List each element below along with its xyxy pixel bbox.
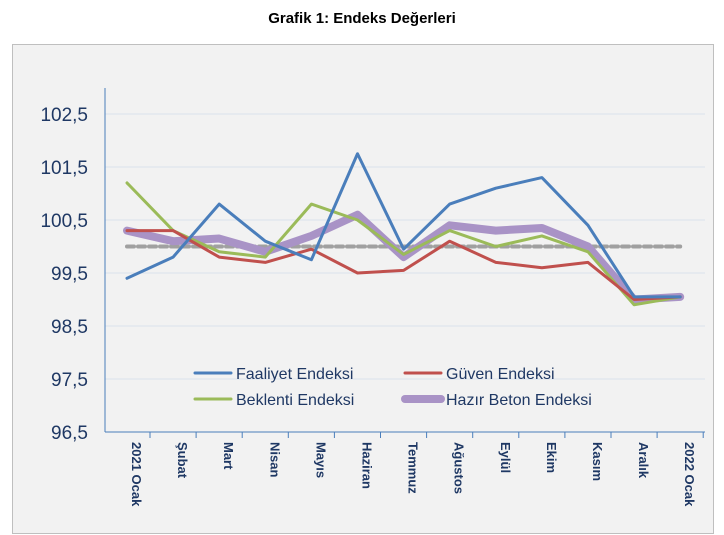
y-tick-label: 99,5 [51, 264, 88, 285]
y-tick-label: 102,5 [40, 105, 88, 126]
x-tick-label: 2022 Ocak [682, 442, 697, 507]
x-tick-label: Ağustos [452, 442, 467, 494]
legend-label: Beklenti Endeksi [236, 392, 354, 409]
x-tick-label: Ekim [544, 442, 559, 473]
series-line-2 [125, 181, 682, 307]
legend-label: Faaliyet Endeksi [236, 366, 353, 383]
x-tick-label: Mart [221, 442, 236, 470]
y-tick-label: 101,5 [40, 158, 88, 179]
series-line-1 [125, 229, 682, 301]
legend-label: Hazır Beton Endeksi [446, 392, 592, 409]
x-tick-label: Şubat [175, 442, 190, 479]
x-tick-label: Nisan [267, 442, 282, 477]
chart-area [12, 44, 714, 534]
x-tick-label: Haziran [360, 442, 375, 489]
x-tick-label: Kasım [590, 442, 605, 481]
y-tick-label: 96,5 [51, 423, 88, 444]
legend-label: Güven Endeksi [446, 366, 555, 383]
chart-title: Grafik 1: Endeks Değerleri [268, 10, 456, 27]
x-tick-label: Aralık [636, 442, 651, 479]
x-tick-label: 2021 Ocak [129, 442, 144, 507]
y-tick-label: 98,5 [51, 317, 88, 338]
y-tick-label: 100,5 [40, 211, 88, 232]
x-tick-label: Eylül [498, 442, 513, 473]
y-tick-label: 97,5 [51, 370, 88, 391]
series-line-3 [123, 210, 685, 304]
x-tick-label: Temmuz [406, 442, 421, 494]
x-tick-label: Mayıs [313, 442, 328, 478]
series-line-0 [125, 152, 682, 299]
